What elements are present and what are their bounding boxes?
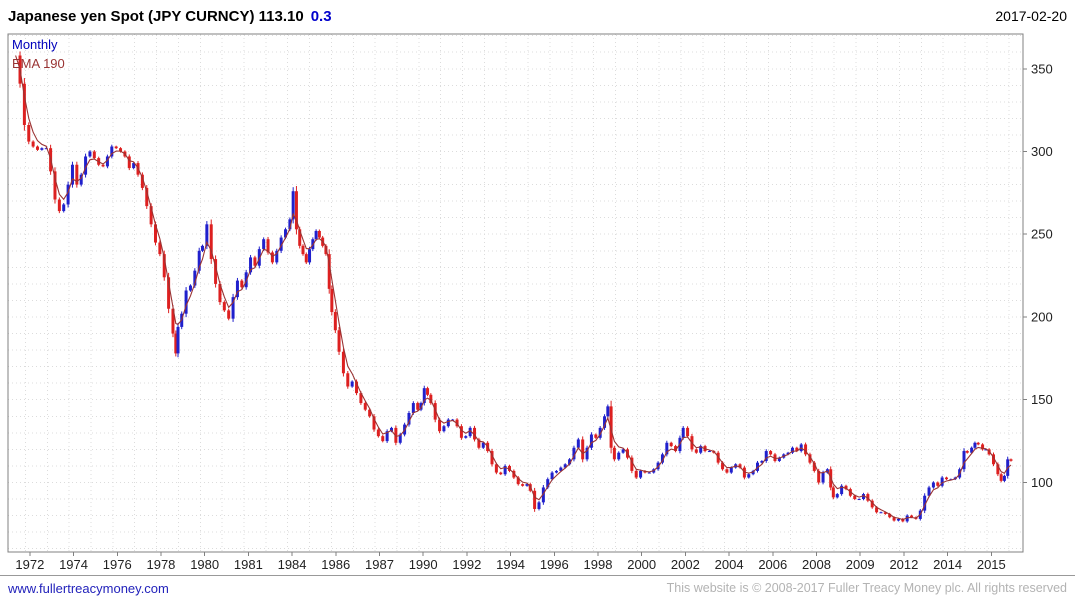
svg-text:2004: 2004 <box>715 557 744 572</box>
svg-text:250: 250 <box>1031 227 1053 242</box>
svg-text:2008: 2008 <box>802 557 831 572</box>
svg-text:1986: 1986 <box>321 557 350 572</box>
svg-text:1990: 1990 <box>409 557 438 572</box>
chart-title: Japanese yen Spot (JPY CURNCY) 113.10 <box>8 7 304 25</box>
chart-area: 100 150 200 250 300 350 1972 1974 1976 1978 1980 19… <box>0 30 1075 575</box>
svg-text:1984: 1984 <box>278 557 307 572</box>
svg-text:1976: 1976 <box>103 557 132 572</box>
svg-text:1992: 1992 <box>452 557 481 572</box>
svg-text:350: 350 <box>1031 61 1053 76</box>
svg-text:2000: 2000 <box>627 557 656 572</box>
svg-text:1980: 1980 <box>190 557 219 572</box>
svg-text:2014: 2014 <box>933 557 962 572</box>
svg-text:2015: 2015 <box>977 557 1006 572</box>
svg-text:2002: 2002 <box>671 557 700 572</box>
title-group: Japanese yen Spot (JPY CURNCY) 113.10 0.3 <box>8 8 332 25</box>
svg-text:2009: 2009 <box>846 557 875 572</box>
svg-text:1974: 1974 <box>59 557 88 572</box>
svg-text:1998: 1998 <box>584 557 613 572</box>
footer: www.fullertreacymoney.com This website i… <box>0 575 1075 600</box>
svg-text:1987: 1987 <box>365 557 394 572</box>
chart-change-value: 0.3 <box>310 7 332 25</box>
svg-text:1972: 1972 <box>15 557 44 572</box>
svg-text:2012: 2012 <box>889 557 918 572</box>
svg-text:1996: 1996 <box>540 557 569 572</box>
svg-text:200: 200 <box>1031 309 1053 324</box>
svg-text:1981: 1981 <box>234 557 263 572</box>
svg-text:300: 300 <box>1031 144 1053 159</box>
chart-date: 2017-02-20 <box>995 8 1067 24</box>
svg-text:1994: 1994 <box>496 557 525 572</box>
chart-header: Japanese yen Spot (JPY CURNCY) 113.10 0.3… <box>0 0 1075 30</box>
svg-text:100: 100 <box>1031 475 1053 490</box>
copyright-text: This website is © 2008-2017 Fuller Treac… <box>666 581 1067 595</box>
svg-text:2006: 2006 <box>758 557 787 572</box>
website-link[interactable]: www.fullertreacymoney.com <box>8 580 169 596</box>
svg-text:150: 150 <box>1031 392 1053 407</box>
price-chart[interactable]: 100 150 200 250 300 350 1972 1974 1976 1978 1980 19… <box>0 30 1075 575</box>
svg-text:1978: 1978 <box>146 557 175 572</box>
